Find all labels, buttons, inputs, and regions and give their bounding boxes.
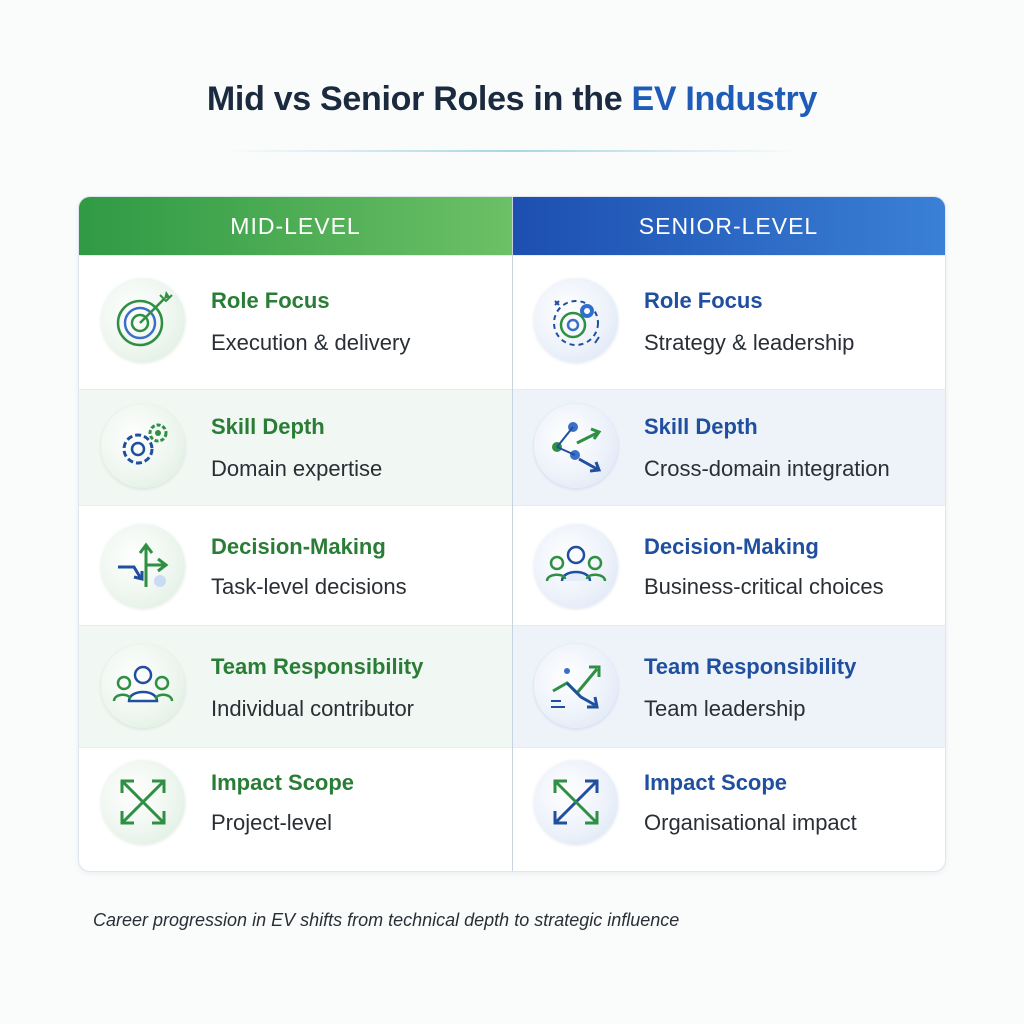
- people-icon: [101, 644, 185, 728]
- row-value-mid: Task-level decisions: [211, 574, 407, 599]
- table-row: Role Focus Execution & delivery Role Foc…: [79, 255, 945, 390]
- column-divider: [512, 197, 513, 871]
- row-value-senior: Team leadership: [644, 696, 806, 721]
- title-divider: [222, 150, 802, 152]
- mid-cell: Role Focus Execution & delivery: [79, 256, 512, 390]
- row-label-senior: Decision-Making: [644, 534, 819, 559]
- mid-cell: Decision-Making Task-level decisions: [79, 506, 512, 626]
- strategy-gear-icon: [534, 278, 618, 362]
- growth-arrows-icon: [534, 644, 618, 728]
- table-row: Decision-Making Task-level decisions Dec…: [79, 505, 945, 626]
- row-value-mid: Individual contributor: [211, 696, 415, 721]
- network-arrows-icon: [534, 404, 618, 488]
- row-label-senior: Skill Depth: [644, 414, 758, 439]
- group-icon: [534, 524, 618, 608]
- table-row: Impact Scope Project-level Impact Scope …: [79, 747, 945, 871]
- row-value-mid: Project-level: [211, 810, 333, 835]
- mid-cell: Skill Depth Domain expertise: [79, 390, 512, 506]
- senior-cell: Skill Depth Cross-domain integration: [512, 390, 945, 506]
- row-label-mid: Impact Scope: [211, 770, 355, 795]
- mid-cell: Team Responsibility Individual contribut…: [79, 626, 512, 748]
- row-label-mid: Skill Depth: [211, 414, 325, 439]
- table-row: Skill Depth Domain expertise Skill Depth: [79, 389, 945, 506]
- cross-arrows-icon: [101, 760, 185, 844]
- row-label-senior: Team Responsibility: [644, 654, 857, 679]
- row-value-senior: Business-critical choices: [644, 574, 884, 599]
- row-value-senior: Strategy & leadership: [644, 330, 855, 355]
- row-label-mid: Decision-Making: [211, 534, 386, 559]
- mid-level-header: MID-LEVEL: [79, 197, 512, 255]
- mid-cell: Impact Scope Project-level: [79, 748, 512, 871]
- senior-cell: Decision-Making Business-critical choice…: [512, 506, 945, 626]
- expand-arrows-icon: [534, 760, 618, 844]
- row-label-senior: Role Focus: [644, 288, 763, 313]
- gears-icon: [101, 404, 185, 488]
- table-row: Team Responsibility Individual contribut…: [79, 625, 945, 748]
- row-label-senior: Impact Scope: [644, 770, 788, 795]
- row-value-mid: Execution & delivery: [211, 330, 411, 355]
- footer-caption: Career progression in EV shifts from tec…: [93, 910, 680, 930]
- row-label-mid: Team Responsibility: [211, 654, 424, 679]
- row-value-senior: Cross-domain integration: [644, 456, 890, 481]
- row-value-senior: Organisational impact: [644, 810, 857, 835]
- comparison-table: MID-LEVEL SENIOR-LEVEL Role Focus Execut…: [78, 196, 946, 872]
- senior-level-header: SENIOR-LEVEL: [512, 197, 945, 255]
- split-arrows-icon: [101, 524, 185, 608]
- page-title: Mid vs Senior Roles in the EV Industry: [0, 80, 1024, 119]
- target-icon: [101, 278, 185, 362]
- row-value-mid: Domain expertise: [211, 456, 383, 481]
- title-accent: EV Industry: [631, 80, 818, 118]
- row-label-mid: Role Focus: [211, 288, 330, 313]
- senior-cell: Role Focus Strategy & leadership: [512, 256, 945, 390]
- title-prefix: Mid vs Senior Roles in the: [206, 80, 632, 118]
- senior-cell: Impact Scope Organisational impact: [512, 748, 945, 871]
- senior-cell: Team Responsibility Team leadership: [512, 626, 945, 748]
